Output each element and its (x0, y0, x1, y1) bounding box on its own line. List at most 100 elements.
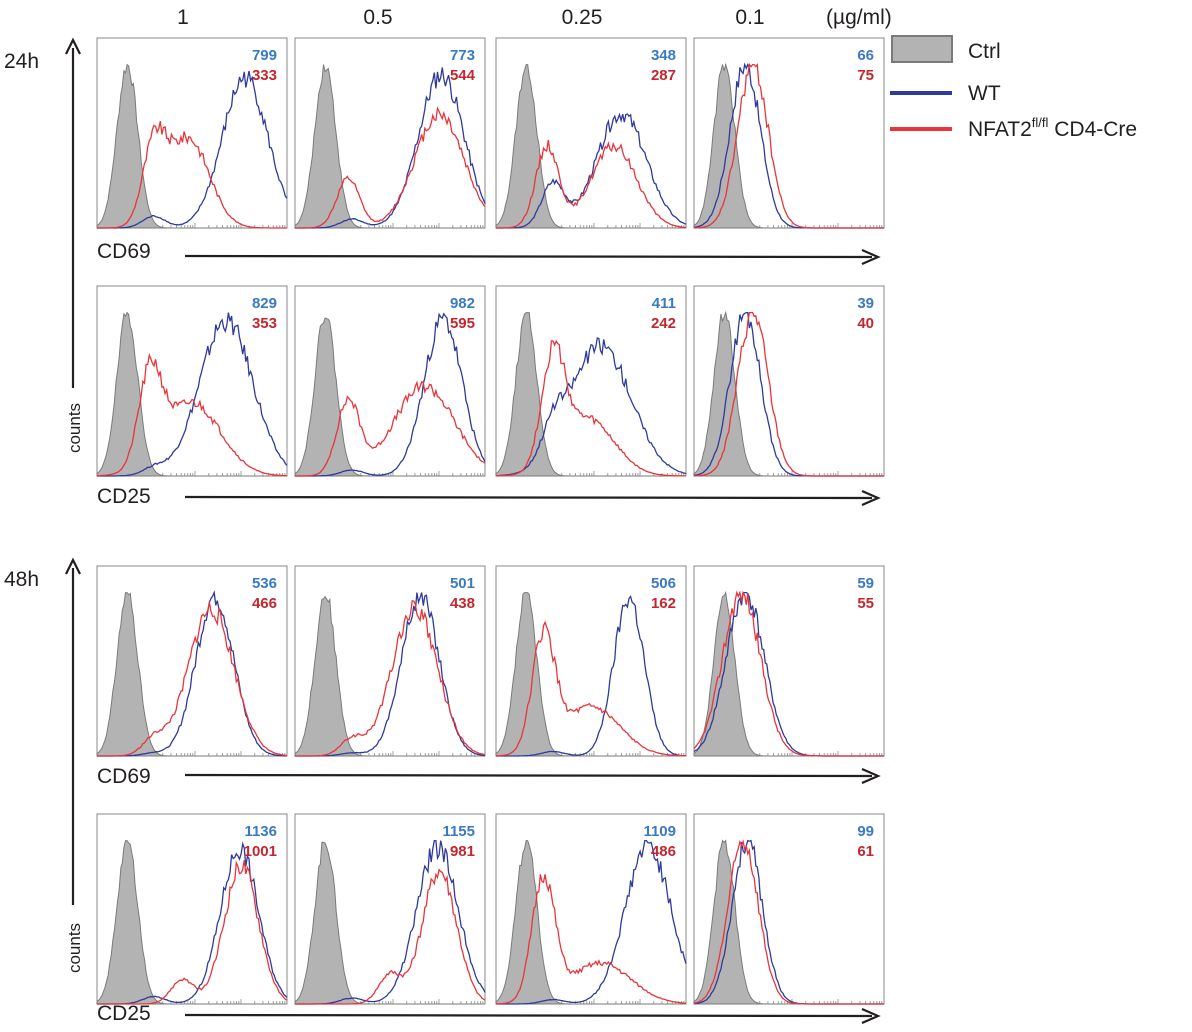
ko-mfi-value: 438 (450, 595, 475, 612)
ctrl-histogram (495, 592, 686, 757)
ko-histogram (693, 839, 884, 1005)
ko-mfi-value: 981 (450, 843, 475, 860)
wt-histogram (97, 70, 288, 229)
ko-histogram (97, 352, 287, 477)
histogram-panel: 1136 1001 (96, 813, 288, 1005)
marker-label: CD25 (97, 1002, 151, 1025)
ko-histogram (495, 620, 686, 757)
ctrl-histogram (96, 311, 287, 477)
legend: Ctrl WT NFAT2fl/fl CD4-Cre (890, 35, 1137, 141)
marker-label: CD69 (97, 240, 151, 263)
wt-mfi-value: 1136 (244, 823, 277, 840)
wt-mfi-value: 411 (652, 295, 676, 312)
wt-mfi-value: 829 (252, 295, 277, 312)
marker-axis-arrow (184, 1013, 873, 1018)
ko-mfi-value: 595 (450, 315, 475, 332)
counts-axis-arrowhead (65, 557, 81, 575)
wt-mfi-value: 348 (651, 47, 676, 64)
timepoint-blocks: 24hcountsCD697993337735443482876675CD258… (4, 37, 885, 1025)
wt-mfi-value: 773 (450, 47, 475, 64)
wt-mfi-value: 536 (252, 575, 277, 592)
wt-mfi-value: 1109 (643, 823, 676, 840)
marker-axis-arrow (184, 773, 873, 778)
wt-histogram (496, 337, 687, 477)
histogram-panel: 1155 981 (294, 813, 486, 1005)
concentration-header-1: 0.5 (363, 6, 392, 29)
wt-histogram (295, 67, 486, 229)
ko-mfi-value: 1001 (244, 843, 277, 860)
ctrl-histogram (294, 317, 485, 477)
ko-mfi-value: 75 (857, 67, 874, 84)
ko-histogram (693, 590, 884, 757)
concentration-unit: (µg/ml) (826, 6, 892, 29)
wt-mfi-value: 506 (651, 575, 676, 592)
ko-mfi-value: 55 (857, 595, 874, 612)
ko-histogram (295, 868, 486, 1005)
legend-ctrl-label: Ctrl (968, 40, 1001, 63)
ctrl-histogram (96, 840, 287, 1005)
ko-histogram (694, 62, 884, 229)
counts-axis-label: counts (65, 923, 84, 973)
ko-histogram (295, 600, 486, 757)
timepoint-label: 48h (4, 568, 39, 591)
ko-histogram (97, 859, 288, 1005)
ko-mfi-value: 353 (252, 315, 277, 332)
ko-mfi-value: 162 (651, 595, 676, 612)
counts-axis-label: counts (65, 403, 84, 453)
ko-histogram (97, 121, 287, 229)
concentration-header-0: 1 (177, 6, 189, 29)
marker-label: CD69 (97, 765, 151, 788)
ko-mfi-value: 61 (857, 843, 874, 860)
ko-histogram (295, 380, 486, 477)
marker-axis-arrowhead (861, 489, 881, 507)
wt-histogram (295, 592, 486, 757)
concentration-header-3: 0.1 (735, 6, 764, 29)
ctrl-histogram (294, 841, 485, 1005)
wt-histogram (295, 312, 486, 477)
wt-mfi-value: 799 (252, 47, 277, 64)
wt-histogram (496, 839, 687, 1005)
wt-mfi-value: 501 (450, 575, 475, 592)
timepoint-block-48h: 48hcountsCD695364665014385061625955CD251… (4, 557, 885, 1025)
ctrl-histogram (495, 64, 686, 229)
ctrl-histogram (495, 840, 686, 1005)
ko-histogram (496, 339, 686, 477)
wt-mfi-value: 39 (857, 295, 874, 312)
ko-mfi-value: 466 (252, 595, 277, 612)
ko-histogram (694, 311, 884, 477)
wt-mfi-value: 1155 (442, 823, 475, 840)
ctrl-histogram (294, 595, 485, 757)
legend-ko-label: NFAT2fl/fl CD4-Cre (968, 115, 1137, 141)
legend-ctrl-swatch (891, 35, 953, 63)
ctrl-histogram (294, 64, 485, 229)
concentration-headers: 1 0.5 0.25 0.1 (µg/ml) (177, 6, 892, 29)
ko-mfi-value: 544 (450, 67, 476, 84)
ko-mfi-value: 486 (651, 843, 676, 860)
ko-mfi-value: 242 (651, 315, 676, 332)
wt-mfi-value: 66 (857, 47, 874, 64)
timepoint-block-24h: 24hcountsCD697993337735443482876675CD258… (4, 37, 885, 508)
marker-axis-arrowhead (861, 767, 881, 785)
legend-wt-label: WT (968, 82, 1001, 105)
ko-mfi-value: 287 (651, 67, 676, 84)
ko-mfi-value: 333 (252, 67, 277, 84)
wt-histogram (496, 595, 687, 757)
marker-axis-arrowhead (861, 1007, 881, 1025)
wt-mfi-value: 982 (450, 295, 475, 312)
